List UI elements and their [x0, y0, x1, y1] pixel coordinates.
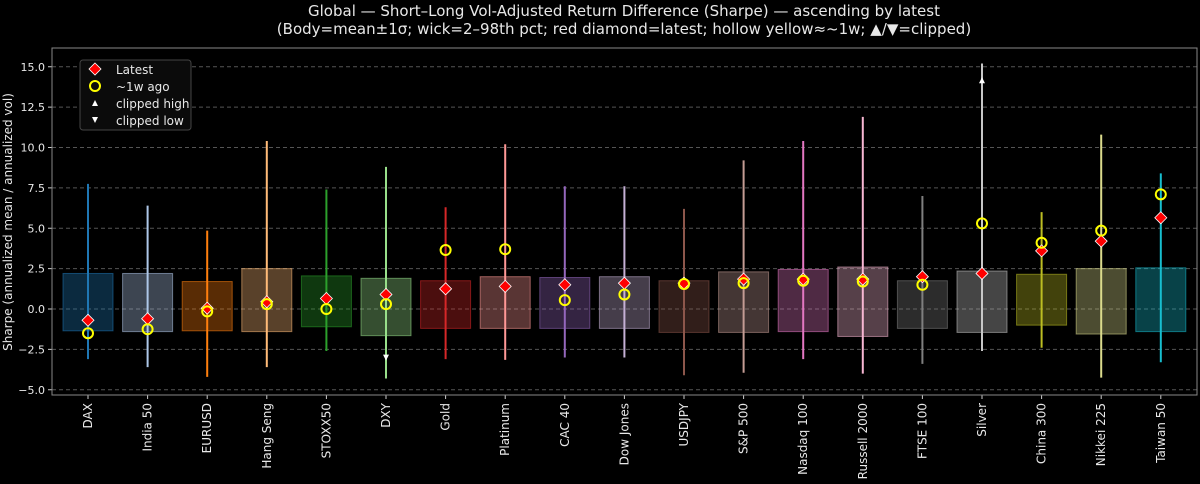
x-tick-label: Dow Jones: [617, 403, 631, 465]
box-platinum: [479, 144, 531, 360]
chart-subtitle: (Body=mean±1σ; wick=2–98th pct; red diam…: [277, 20, 971, 38]
week-ago-marker: [678, 277, 690, 290]
box-taiwan-50: [1135, 173, 1187, 363]
legend-label-latest: Latest: [116, 63, 153, 77]
week-ago-marker: [260, 298, 273, 311]
box-nasdaq-100: [777, 141, 829, 360]
chart-title: Global — Short–Long Vol-Adjusted Return …: [308, 2, 940, 20]
box-dow-jones: [598, 186, 650, 358]
y-tick-label: 12.5: [21, 101, 46, 114]
x-tick-label: CAC 40: [558, 403, 572, 447]
week-ago-marker: [1154, 188, 1167, 201]
week-ago-marker: [797, 274, 810, 287]
week-ago-marker: [1095, 224, 1108, 237]
latest-marker: [558, 278, 572, 292]
x-tick-label: DXY: [379, 402, 393, 427]
box-dxy: [360, 166, 412, 379]
x-tick-label: India 50: [141, 403, 155, 452]
legend-label-clipped-low: clipped low: [116, 114, 184, 128]
legend-circle-icon: [89, 80, 101, 92]
x-tick-label: USDJPY: [677, 402, 691, 446]
x-tick-label: Hang Seng: [260, 403, 274, 469]
y-tick-label: 0.0: [28, 303, 46, 316]
latest-marker: [439, 282, 453, 296]
box-silver: [956, 63, 1008, 351]
box-russell-2000: [837, 116, 889, 374]
box-s-p-500: [718, 160, 770, 373]
box-usdjpy: [658, 208, 710, 376]
x-tick-label: Gold: [439, 403, 453, 431]
y-tick-label: 5.0: [28, 222, 46, 235]
latest-marker: [975, 266, 989, 281]
box-ftse-100: [896, 195, 948, 364]
box-nikkei-225: [1075, 134, 1127, 378]
week-ago-marker: [82, 327, 94, 340]
legend-triangle-down-icon: [92, 117, 98, 123]
x-tick-label: Nasdaq 100: [796, 403, 810, 475]
y-tick-label: 15.0: [21, 61, 46, 74]
x-tick-label: Taiwan 50: [1154, 403, 1168, 464]
y-tick-label: −5.0: [18, 384, 45, 397]
week-ago-marker: [856, 275, 869, 288]
latest-marker: [1094, 234, 1108, 248]
y-tick-label: −2.5: [18, 343, 45, 356]
x-tick-label: Russell 2000: [856, 403, 870, 479]
clipped-high-marker: [979, 77, 985, 84]
y-axis: −5.0 −2.5 0.0 2.5 5.0 7.5 10.0 12.5 15.0: [18, 61, 52, 397]
x-tick-label: S&P 500: [737, 403, 751, 454]
week-ago-marker: [737, 277, 750, 290]
x-tick-label: STOXX50: [319, 403, 333, 458]
week-ago-marker: [320, 303, 333, 315]
x-tick-label: Silver: [975, 403, 989, 437]
box-stoxx50: [300, 189, 352, 351]
box-eurusd: [181, 230, 233, 377]
y-axis-label: Sharpe (annualized mean / annualized vol…: [1, 93, 15, 351]
y-tick-label: 10.0: [21, 142, 46, 155]
x-tick-label: FTSE 100: [915, 403, 929, 459]
box-cac-40: [539, 186, 591, 358]
week-ago-marker: [976, 217, 988, 230]
legend-label-clipped-high: clipped high: [116, 97, 189, 111]
week-ago-marker: [380, 298, 392, 311]
x-tick-label: China 300: [1035, 403, 1049, 464]
x-axis: DAX India 50 EURUSD Hang Seng STOXX50 DXY Gold…: [81, 395, 1168, 479]
y-tick-label: 2.5: [28, 263, 46, 276]
box-china-300: [1016, 212, 1068, 348]
week-ago-marker: [499, 243, 512, 256]
x-tick-label: DAX: [81, 403, 95, 428]
latest-marker: [498, 279, 512, 293]
x-tick-label: EURUSD: [200, 403, 214, 453]
box-gold: [420, 207, 472, 360]
box-india-50: [122, 205, 174, 368]
week-ago-marker: [916, 278, 929, 291]
x-tick-label: Nikkei 225: [1094, 403, 1108, 466]
legend-triangle-up-icon: [92, 100, 98, 106]
legend-diamond-icon: [88, 62, 102, 76]
legend: Latest ~1w ago clipped high clipped low: [79, 59, 192, 131]
x-tick-label: Platinum: [498, 403, 512, 456]
latest-marker: [200, 301, 214, 315]
week-ago-marker: [141, 323, 154, 336]
week-ago-marker: [558, 294, 571, 307]
latest-marker: [81, 313, 95, 327]
clipped-low-marker: [383, 354, 389, 361]
legend-box: [79, 59, 192, 131]
week-ago-marker: [1035, 236, 1048, 249]
latest-marker: [1154, 211, 1168, 225]
week-ago-marker: [618, 288, 631, 301]
week-ago-marker: [201, 305, 214, 318]
plot-marks: [62, 63, 1187, 379]
box-dax: [62, 183, 114, 360]
y-tick-label: 7.5: [28, 182, 46, 195]
legend-label-week-ago: ~1w ago: [116, 80, 170, 94]
plot-frame: [51, 47, 1198, 396]
week-ago-marker: [439, 244, 452, 257]
box-hang-seng: [241, 141, 293, 368]
latest-marker: [379, 287, 393, 302]
